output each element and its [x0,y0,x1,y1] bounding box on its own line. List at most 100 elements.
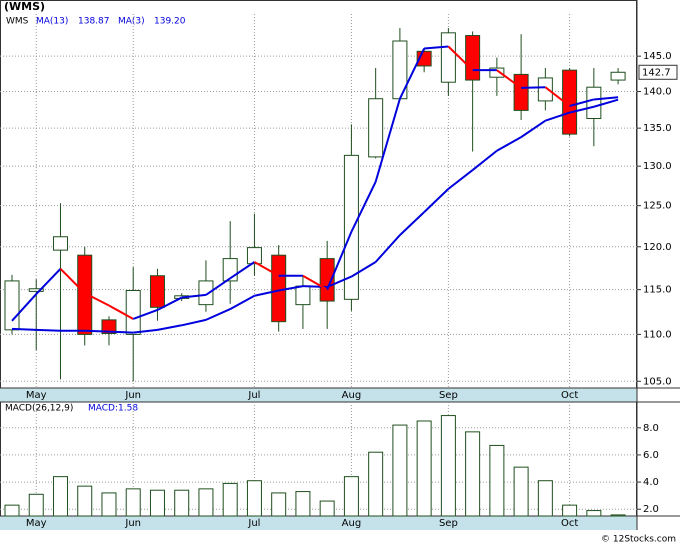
x-tick-label: Jul [247,518,260,529]
date-band [0,388,637,402]
macd-bar [465,431,481,517]
macd-bar [271,492,287,517]
x-tick-label: May [26,390,47,401]
macd-bar [416,420,432,517]
y-tick-label: 8.0 [643,423,659,434]
ma-segment [132,309,158,320]
ma-segment [253,261,280,277]
x-tick-label: Jun [124,518,141,529]
candle-body [246,247,262,265]
macd-bar [586,510,602,517]
ma-segment [593,98,619,108]
macd-bar [610,514,626,517]
ma-segment [545,111,570,122]
legend-value: 139.20 [154,17,186,27]
y-tick-label: 130.0 [643,161,672,172]
macd-bar [174,489,190,517]
candle-body [4,280,20,331]
legend-label: MA(3) [118,17,145,27]
macd-bar [319,500,335,517]
ma-segment [544,86,571,107]
y-tick-label: 105.0 [643,376,672,387]
candle-body [77,254,93,335]
ma-segment [399,211,425,236]
ma-segment [350,261,377,278]
candle-body [149,275,165,308]
y-tick-label: 120.0 [643,242,672,253]
y-tick-label: 145.0 [643,51,672,62]
ma-segment [11,327,37,331]
y-tick-label: 4.0 [643,477,659,488]
candle-body [465,35,481,81]
candle-body [368,98,384,158]
y-tick-label: 115.0 [643,285,672,296]
macd-bar [101,492,117,517]
x-tick-label: Jul [247,390,260,401]
candle-body [52,236,68,251]
chart-title: (WMS) [4,0,45,13]
ma-segment [11,293,37,322]
ma-segment [423,188,450,213]
ma-segment [398,48,426,100]
macd-bar [4,504,20,517]
candle-body [319,258,335,302]
ma-segment [302,274,328,291]
candle-body [198,280,214,306]
macd-bar [77,485,93,517]
candle-body [343,154,359,300]
x-tick-label: Aug [342,390,362,401]
ma-segment [496,136,522,152]
macd-bar [149,489,165,517]
macd-bar [392,424,408,517]
macd-bar [198,488,214,517]
ma-segment [84,292,110,307]
candle-body [125,290,141,335]
x-tick-label: Oct [561,518,578,529]
ma-segment [472,149,498,171]
last-price-box [638,64,678,80]
y-tick-label: 6.0 [643,450,659,461]
candle-body [489,67,505,78]
macd-bar [489,444,505,517]
ma-segment [108,330,134,334]
ma-segment [374,98,401,183]
candle-body [295,285,311,306]
ma-segment [520,119,546,138]
ma-segment [205,277,231,296]
ma-segment [496,69,522,89]
ma-segment [326,231,353,291]
macd-bar [222,482,238,517]
ma-segment [36,328,61,332]
ma-segment [205,308,231,321]
x-tick-label: May [26,518,47,529]
macd-bar [513,466,529,517]
date-band [0,516,637,530]
ma-segment [35,268,62,295]
macd-bar [125,488,141,517]
candle-body [610,71,626,81]
ma-segment [229,294,255,310]
ma-segment [521,86,546,89]
macd-bar [246,480,262,517]
legend-symbol: WMS [6,17,29,27]
ma-segment [181,318,207,327]
candle-body [513,73,529,111]
x-tick-label: Sep [439,518,458,529]
ma-segment [350,181,377,233]
ma-segment [84,329,110,333]
macd-bar [52,476,68,517]
ma-segment [254,289,279,297]
macd-bar [440,415,456,517]
candle-body [562,69,578,135]
ma-segment [157,324,182,331]
y-tick-label: 2.0 [643,504,659,515]
candle-body [537,77,553,102]
legend-label: MA(13) [36,17,68,27]
macd-bar [295,491,311,517]
macd-title: MACD(26,12,9) [5,404,73,414]
ma-segment [229,261,255,280]
candle-body [28,288,44,292]
ma-segment [593,96,619,101]
ma-segment [326,275,352,288]
